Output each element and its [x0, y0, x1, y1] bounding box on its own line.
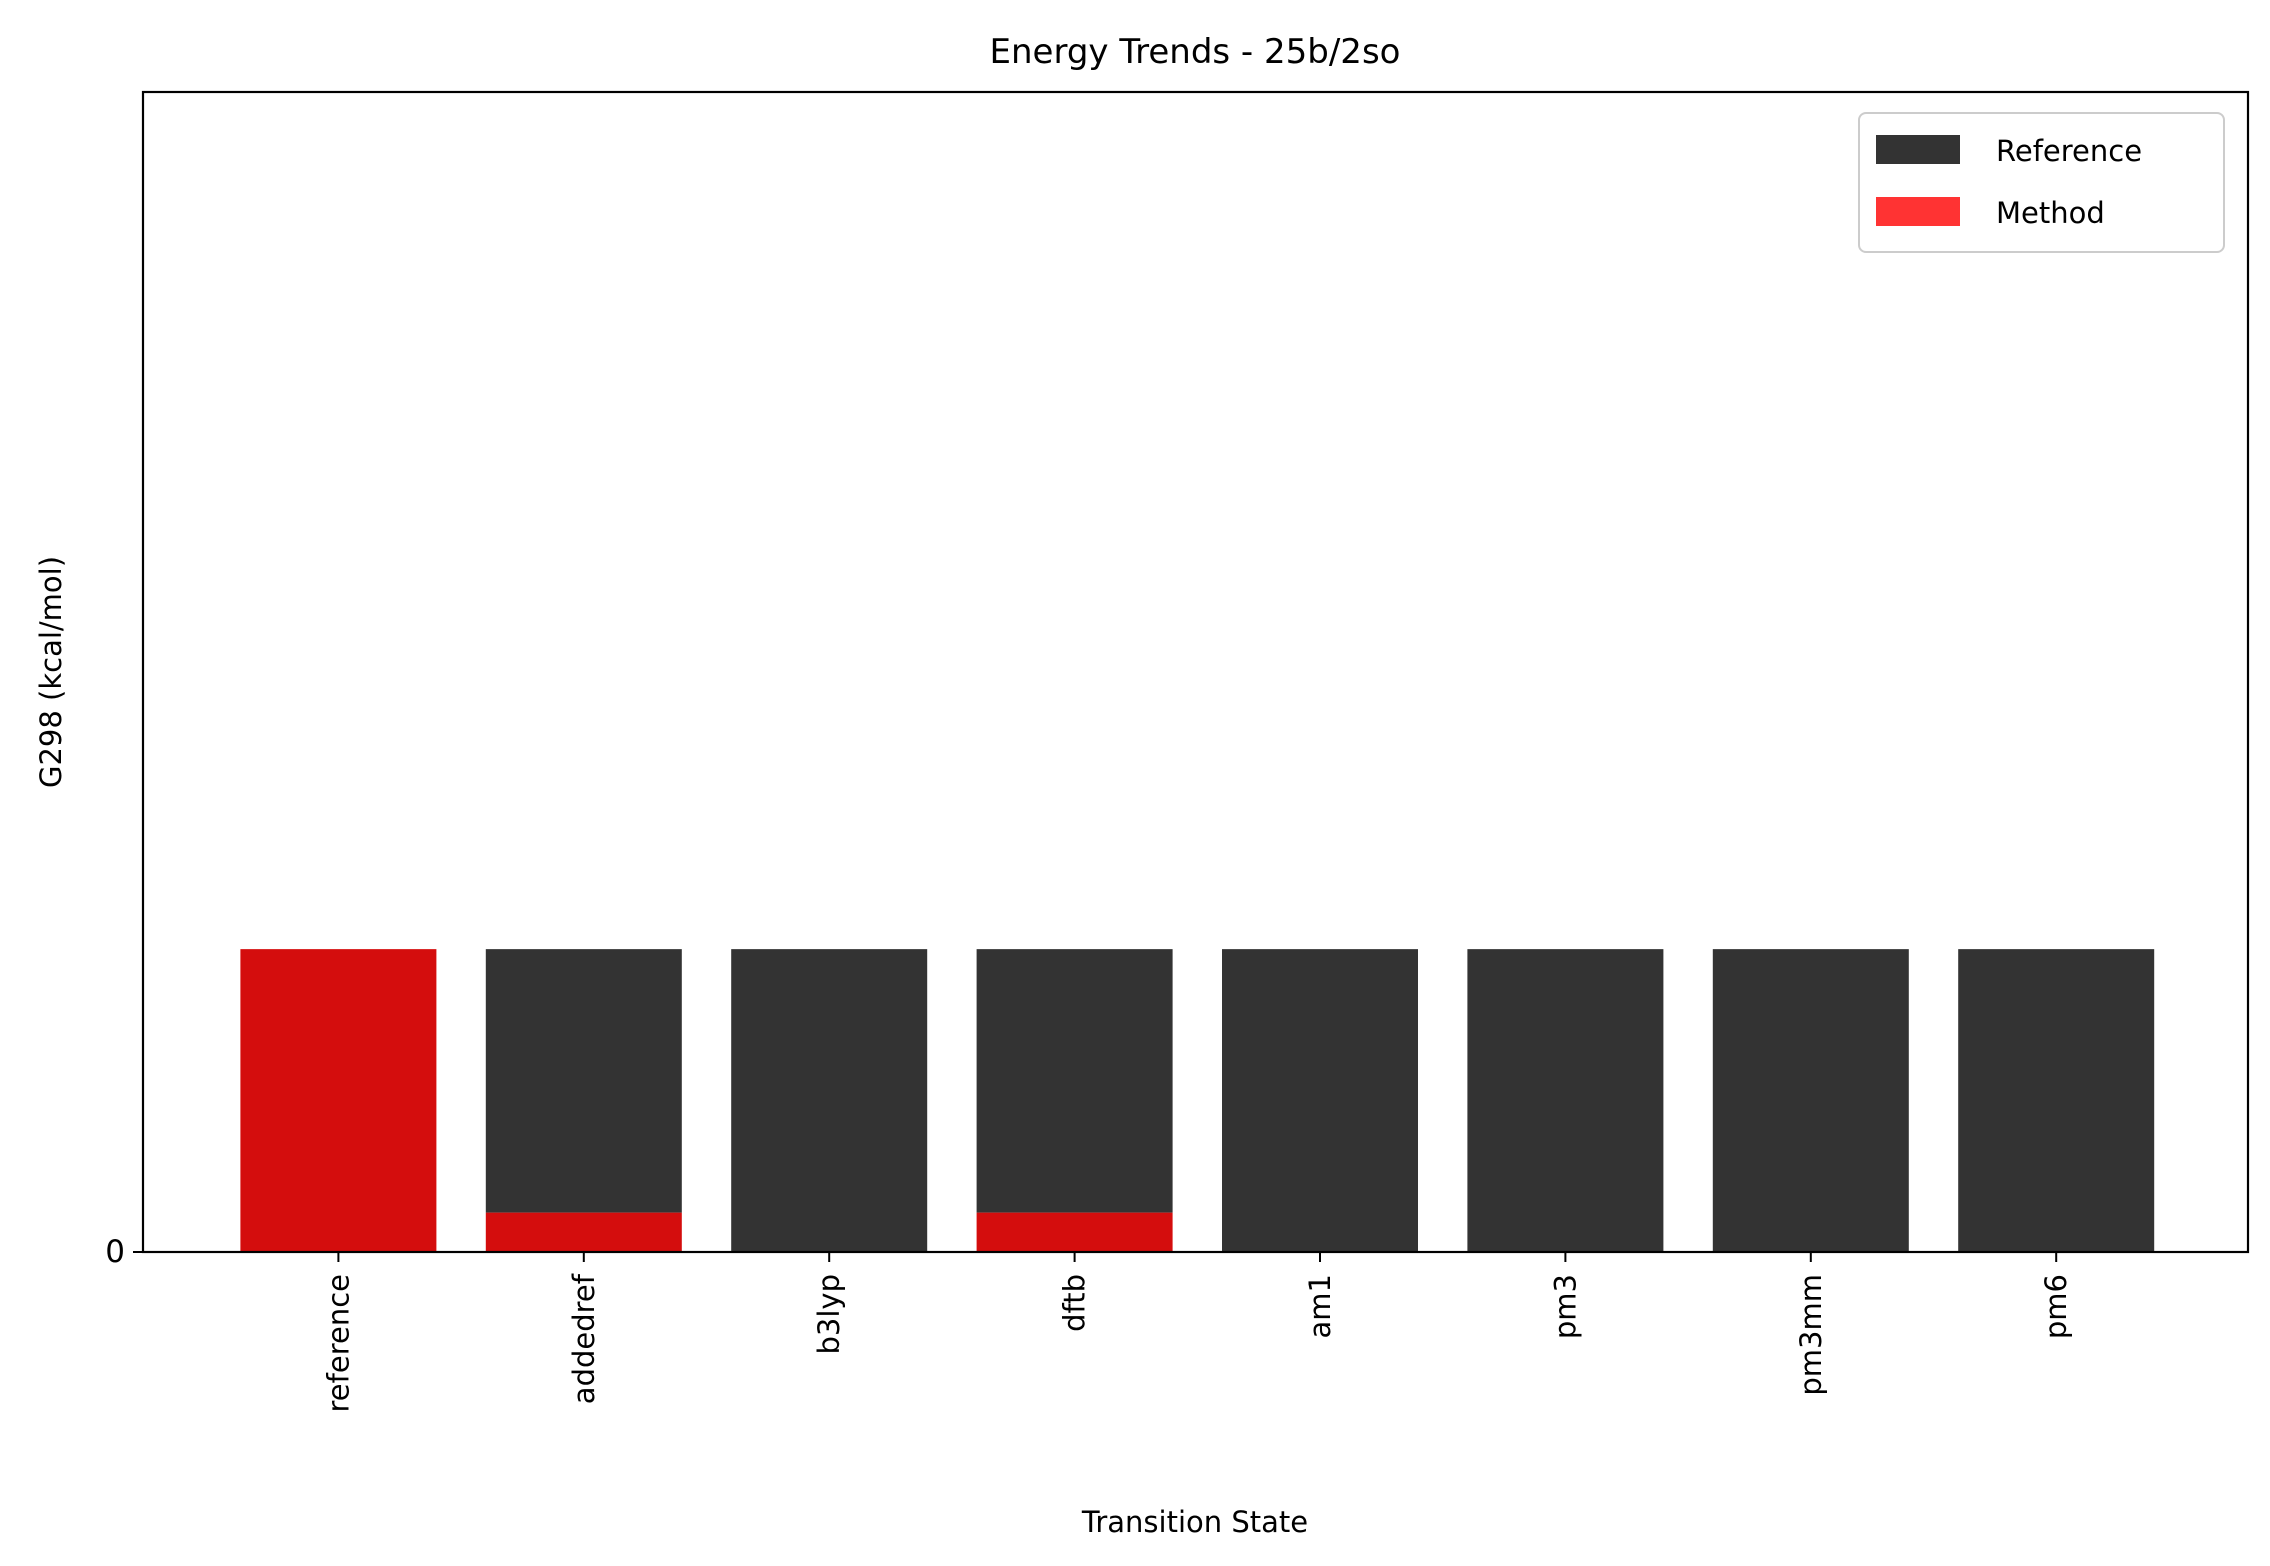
reference-bar-pm6 — [1958, 949, 2155, 1252]
reference-bar-pm3mm — [1712, 949, 1909, 1252]
reference-bar-pm3 — [1467, 949, 1664, 1252]
legend-label-reference: Reference — [1996, 134, 2142, 168]
plot-frame — [141, 90, 2250, 1254]
y-axis-label: G298 (kcal/mol) — [34, 556, 68, 788]
x-tick-label-addedref: addedref — [567, 1273, 601, 1404]
x-tick-label-pm3: pm3 — [1548, 1274, 1582, 1339]
x-axis-label: Transition State — [1081, 1505, 1308, 1539]
x-ticks: reference addedref b3lyp dftb am1 pm3 pm3mm pm6 — [321, 1252, 2073, 1412]
method-overlap-bar-reference — [240, 949, 437, 1252]
legend-swatch-method — [1876, 197, 1960, 226]
bars-layer — [240, 949, 2155, 1252]
x-tick-label-am1: am1 — [1303, 1274, 1337, 1338]
method-overlap-bar-dftb — [976, 1212, 1173, 1252]
y-tick-label-0: 0 — [105, 1234, 125, 1270]
reference-bar-addedref — [485, 949, 682, 1213]
chart-title: Energy Trends - 25b/2so — [990, 32, 1401, 72]
method-overlap-bar-addedref — [485, 1212, 682, 1252]
y-ticks: 0 — [105, 1234, 143, 1270]
x-tick-label-pm3mm: pm3mm — [1794, 1274, 1828, 1396]
reference-bar-dftb — [976, 949, 1173, 1213]
x-tick-label-reference: reference — [321, 1274, 355, 1412]
legend: Reference Method — [1858, 112, 2225, 253]
legend-swatch-reference — [1876, 135, 1960, 164]
x-tick-label-pm6: pm6 — [2039, 1274, 2073, 1339]
x-tick-label-b3lyp: b3lyp — [812, 1274, 846, 1355]
legend-label-method: Method — [1996, 196, 2105, 230]
x-tick-label-dftb: dftb — [1058, 1274, 1092, 1332]
reference-bar-am1 — [1222, 949, 1418, 1252]
reference-bar-b3lyp — [731, 949, 928, 1252]
